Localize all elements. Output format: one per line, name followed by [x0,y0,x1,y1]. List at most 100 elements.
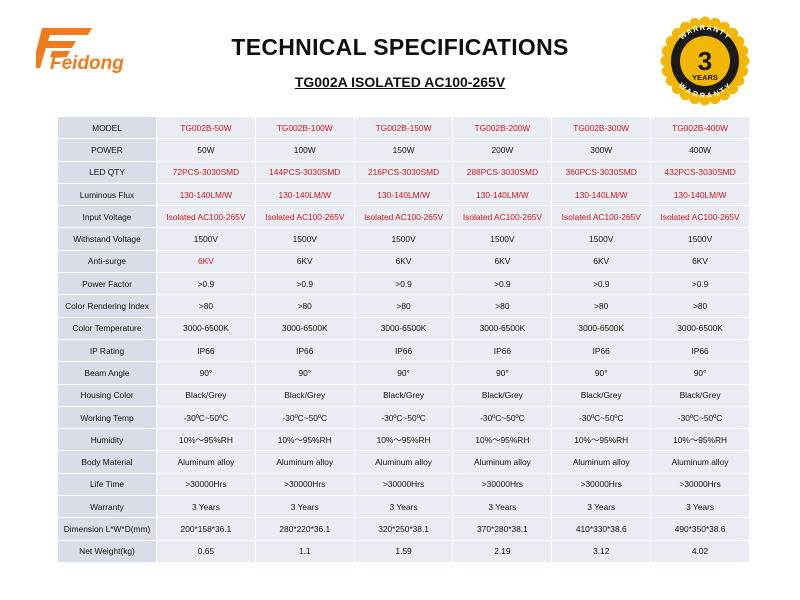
table-cell: 10%～95%RH [353,428,454,452]
table-cell: IP66 [156,338,256,363]
table-cell: TG002B-100W [254,115,355,140]
row-label: Input Voltage [57,205,157,229]
table-cell: 100W [254,138,355,162]
badge-unit: YEARS [692,73,718,82]
table-cell: >0.9 [156,272,256,296]
table-cell: 150W [353,138,454,162]
table-cell: Black/Grey [452,383,553,407]
table-cell: >80 [452,294,553,318]
table-row: Input Voltage Isolated AC100-265V Isolated… [57,205,750,229]
table-cell: IP66 [650,338,750,363]
table-cell: 10%～95%RH [551,428,652,452]
table-cell: IP66 [551,338,652,363]
table-cell: Aluminum alloy [254,450,355,474]
table-cell: >30000Hrs [452,472,553,497]
table-cell: 10%～95%RH [452,428,553,452]
table-cell: 10%～95%RH [254,428,355,452]
table-cell: 3 Years [452,495,553,519]
table-cell: 3000-6500K [650,316,750,340]
table-cell: 300W [551,138,652,162]
table-cell: 490*350*38.6 [650,517,750,541]
table-cell: >0.9 [650,272,750,296]
table-cell: 280*220*36.1 [254,517,355,541]
table-cell: >0.9 [254,272,355,296]
table-cell: 90° [156,361,256,385]
table-cell: 90° [650,361,750,385]
table-row: POWER 50W 100W 150W 200W 300W 400W [57,138,750,162]
table-cell: >0.9 [353,272,454,296]
page-subtitle: TG002A ISOLATED AC100-265V [294,74,506,90]
table-row: LED QTY 72PCS-3030SMD 144PCS-3030SMD 216PCS… [57,160,750,184]
table-cell: Isolated AC100-265V [551,205,652,229]
table-cell: 90° [551,361,652,385]
table-row: Color Rendering Index >80 >80 >80 >80 >80 >80 [57,294,750,318]
table-cell: >80 [254,294,355,318]
table-cell: IP66 [254,338,355,363]
table-cell: TG002B-400W [650,115,750,140]
table-row: Humidity 10%～95%RH 10%～95%RH 10%～95%RH 10%～9… [57,428,750,452]
row-label: POWER [57,138,157,162]
row-label: Life Time [57,472,157,497]
table-row: Body Material Aluminum alloy Aluminum allo… [57,450,750,474]
table-row: Net Weight(kg) 0.65 1.1 1.59 2.19 3.12 4.02 [57,539,750,563]
table-cell: Black/Grey [156,383,256,407]
table-cell: 4.02 [650,539,750,563]
page-title: TECHNICAL SPECIFICATIONS [231,34,569,60]
table-cell: 72PCS-3030SMD [156,160,256,184]
table-cell: 130-140LM/W [254,182,355,207]
table-row: Power Factor >0.9 >0.9 >0.9 >0.9 >0.9 >0.9 [57,272,750,296]
table-cell: IP66 [452,338,553,363]
table-cell: 90° [254,361,355,385]
table-cell: 90° [452,361,553,385]
table-row: Working Temp -30ºC~50ºC -30ºC~50ºC -30ºC~50… [57,405,750,430]
table-cell: 0.65 [156,539,256,563]
table-cell: 1500V [156,227,256,251]
table-cell: -30ºC~50ºC [452,405,553,430]
table-cell: -30ºC~50ºC [551,405,652,430]
table-cell: Isolated AC100-265V [353,205,454,229]
table-cell: 6KV [254,249,355,274]
table-row: MODEL TG002B-50W TG002B-100W TG002B-150W TG0… [57,115,750,140]
table-cell: Black/Grey [650,383,750,407]
table-cell: 1.59 [353,539,454,563]
table-cell: Isolated AC100-265V [452,205,553,229]
table-cell: >0.9 [452,272,553,296]
table-cell: 6KV [353,249,454,274]
row-label: Color Rendering Index [57,294,157,318]
table-cell: 130-140LM/W [353,182,454,207]
table-cell: 1500V [254,227,355,251]
row-label: Power Factor [57,272,157,296]
row-label: Net Weight(kg) [57,539,157,563]
table-cell: 3000-6500K [551,316,652,340]
table-cell: TG002B-300W [551,115,652,140]
row-label: Warranty [57,495,157,519]
table-cell: 6KV [551,249,652,274]
table-cell: 3000-6500K [254,316,355,340]
table-cell: 1500V [353,227,454,251]
table-cell: >80 [650,294,750,318]
table-cell: 3 Years [551,495,652,519]
table-cell: Aluminum alloy [156,450,256,474]
table-row: Withstand Voltage 1500V 1500V 1500V 1500V 150… [57,227,750,251]
table-cell: >80 [156,294,256,318]
table-cell: 1500V [650,227,750,251]
table-cell: 370*280*38.1 [452,517,553,541]
table-cell: 10%～95%RH [650,428,750,452]
table-cell: -30ºC~50ºC [254,405,355,430]
row-label: LED QTY [57,160,157,184]
table-row: Life Time >30000Hrs >30000Hrs >30000Hrs >300… [57,472,750,497]
table-cell: Black/Grey [551,383,652,407]
table-cell: Isolated AC100-265V [650,205,750,229]
table-cell: TG002B-50W [156,115,256,140]
table-cell: 400W [650,138,750,162]
feidong-logo: Feidong [36,28,124,74]
row-label: Withstand Voltage [57,227,157,251]
table-cell: 6KV [156,249,256,274]
table-cell: Black/Grey [353,383,454,407]
table-cell: 432PCS-3030SMD [650,160,750,184]
table-cell: 3 Years [353,495,454,519]
table-cell: 130-140LM/W [156,182,256,207]
row-label: MODEL [57,115,157,140]
table-cell: >80 [551,294,652,318]
table-cell: 1.1 [254,539,355,563]
